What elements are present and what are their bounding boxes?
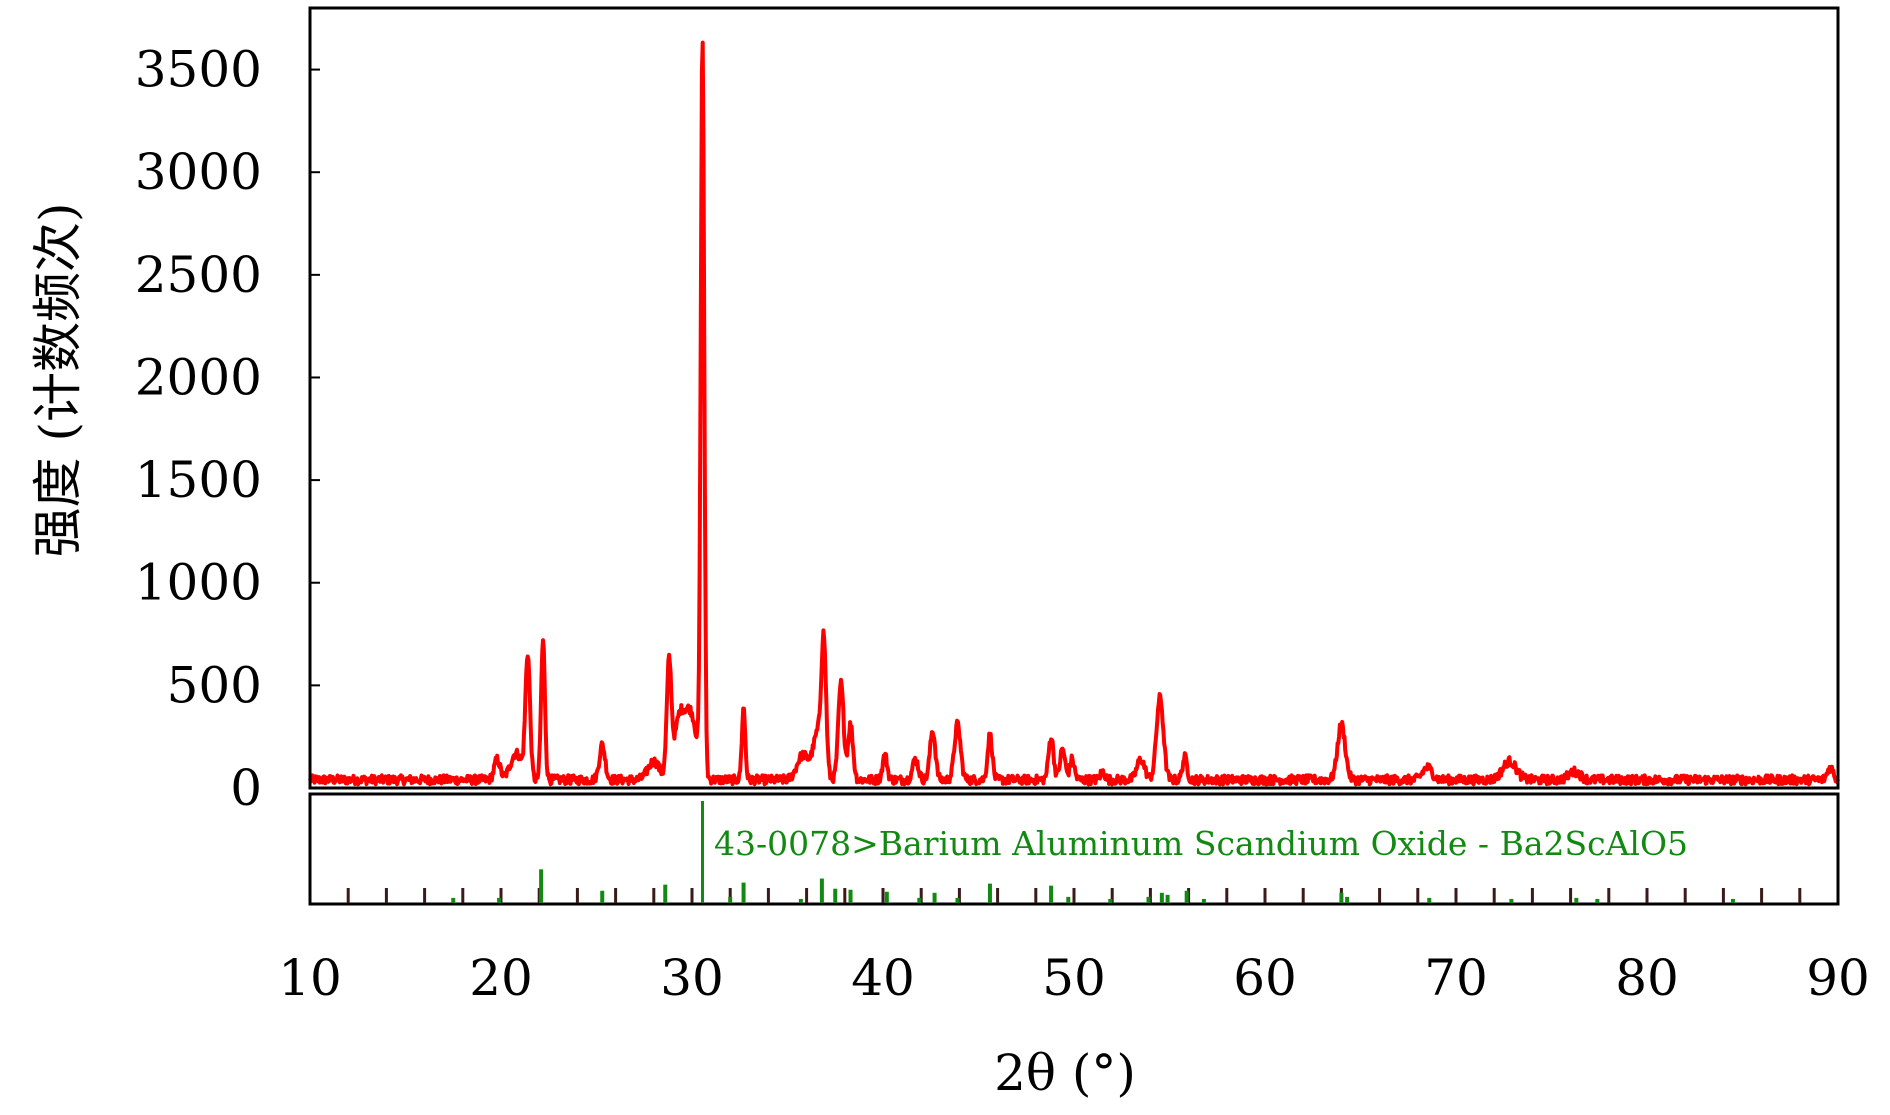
reference-axis-ticks [346,888,1802,903]
x-tick-label: 90 [1806,949,1870,1007]
y-tick-label: 2000 [135,348,262,406]
x-tick-label: 20 [469,949,533,1007]
x-tick-label: 30 [660,949,724,1007]
y-tick-label: 0 [230,759,262,817]
reference-sticks [451,801,1735,903]
y-tick-label: 3000 [135,143,262,201]
x-tick-label: 60 [1233,949,1297,1007]
main-plot-area [308,6,1840,790]
y-axis-ticks: 0 500 1000 1500 2000 2500 3000 3500 [135,41,320,817]
x-tick-label: 40 [851,949,915,1007]
main-plot-frame [308,6,1840,790]
x-tick-label: 50 [1042,949,1106,1007]
reference-panel-frame [308,792,1840,906]
y-tick-label: 3500 [135,41,262,99]
x-axis-ticks: 10 20 30 40 50 60 70 80 90 [278,949,1870,1007]
y-tick-label: 500 [167,656,262,714]
reference-panel: 43-0078>Barium Aluminum Scandium Oxide -… [308,792,1840,906]
y-axis-title: 强度 (计数频次) [29,203,87,558]
x-tick-label: 10 [278,949,342,1007]
x-tick-label: 70 [1424,949,1488,1007]
x-axis-title: 2θ (°) [994,1044,1136,1102]
x-tick-label: 80 [1615,949,1679,1007]
xrd-pattern-line [308,40,1840,787]
reference-pattern-label: 43-0078>Barium Aluminum Scandium Oxide -… [714,824,1688,863]
y-tick-label: 1500 [135,451,262,509]
y-tick-label: 1000 [135,554,262,612]
y-tick-label: 2500 [135,246,262,304]
